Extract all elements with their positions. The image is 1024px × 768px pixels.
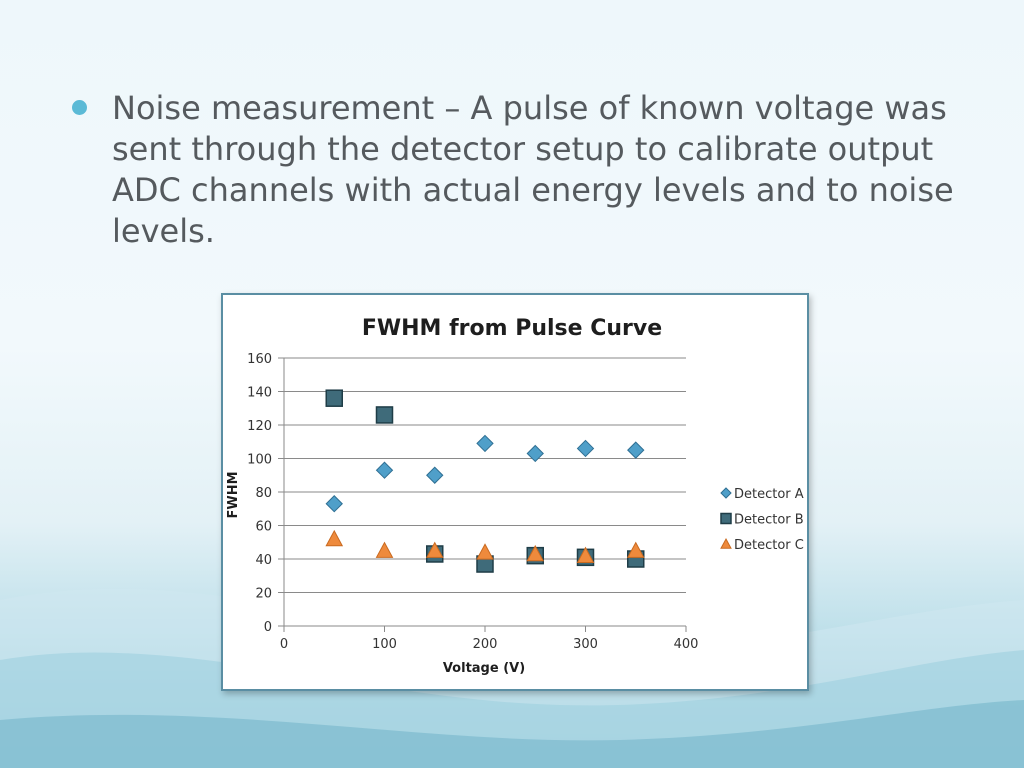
data-point-diamond [576, 439, 595, 458]
x-tick-label: 0 [280, 637, 288, 652]
data-point-diamond [627, 441, 645, 459]
data-point-triangle [526, 544, 545, 562]
y-tick-label: 60 [255, 520, 272, 535]
bullet-dot-icon [72, 100, 87, 115]
y-tick-label: 20 [255, 587, 272, 602]
legend-marker-square [720, 512, 732, 525]
legend-label: Detector C [734, 538, 804, 553]
data-point-diamond [526, 444, 544, 463]
y-tick-label: 0 [264, 620, 272, 635]
legend-marker-diamond [720, 487, 732, 499]
grid-layer [283, 357, 686, 627]
data-point-square [375, 406, 394, 424]
tick-layer: 0 20 40 60 80 100 120 140 160 0 100 200 300 400 [247, 352, 698, 652]
scatter-chart: 0 20 40 60 80 100 120 140 160 0 100 200 300 400 Detec… [226, 316, 804, 676]
x-tick-label: 300 [573, 637, 598, 652]
chart-title: FWHM from Pulse Curve [362, 316, 662, 341]
series-triangle [325, 529, 645, 563]
y-tick-label: 100 [247, 453, 272, 468]
legend: Detector A Detector B Detector C [720, 487, 804, 553]
data-point-triangle [325, 529, 344, 547]
bullet-text: Noise measurement – A pulse of known vol… [112, 89, 954, 250]
x-tick-label: 100 [372, 637, 397, 652]
y-axis-title: FWHM [226, 471, 241, 518]
legend-label: Detector A [734, 487, 804, 502]
data-point-diamond [476, 434, 494, 453]
x-axis-title: Voltage (V) [443, 661, 525, 676]
data-point-triangle [626, 541, 645, 558]
x-tick-label: 200 [473, 637, 498, 652]
legend-label: Detector B [734, 513, 804, 528]
data-point-triangle [576, 546, 595, 563]
y-tick-label: 80 [255, 486, 272, 501]
data-point-triangle [375, 541, 394, 558]
series-diamond [325, 434, 645, 513]
data-point-diamond [325, 495, 343, 513]
data-point-triangle [425, 541, 444, 558]
y-tick-label: 140 [247, 386, 272, 401]
legend-marker-triangle [720, 537, 732, 549]
data-point-diamond [426, 466, 444, 484]
data-point-diamond [375, 461, 394, 479]
chart-frame: 0 20 40 60 80 100 120 140 160 0 100 200 300 400 Detec… [221, 293, 809, 691]
series-layer [325, 389, 645, 573]
data-point-square [325, 389, 343, 407]
y-tick-label: 40 [255, 553, 272, 568]
data-point-triangle [476, 543, 494, 560]
y-tick-label: 120 [247, 419, 272, 434]
y-tick-label: 160 [247, 352, 272, 367]
x-tick-label: 400 [674, 637, 699, 652]
